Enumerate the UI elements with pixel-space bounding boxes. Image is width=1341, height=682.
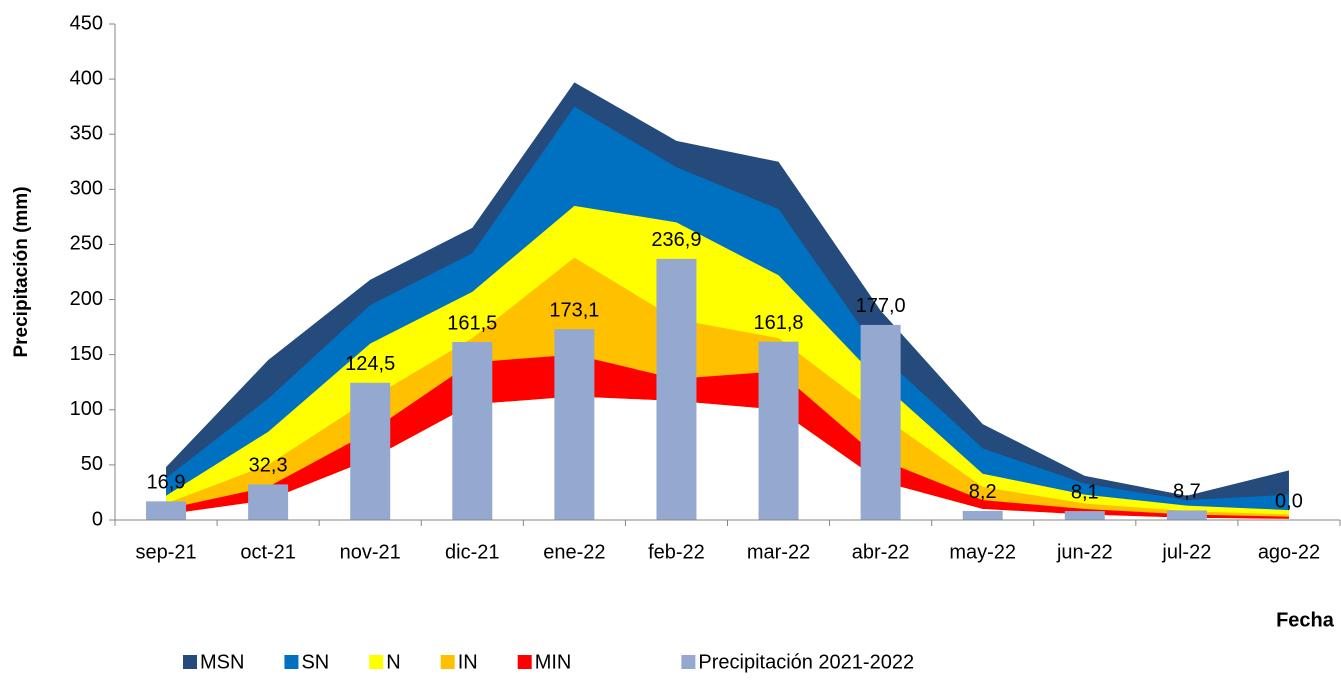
x-tick-label: jul-22 <box>1161 541 1211 563</box>
bar <box>350 382 391 520</box>
x-tick-label: oct-21 <box>240 541 296 563</box>
area-base <box>166 396 1289 520</box>
x-tick-label: feb-22 <box>648 541 705 563</box>
legend-label: Precipitación 2021-2022 <box>698 651 914 673</box>
x-tick-label: may-22 <box>949 541 1016 563</box>
y-tick-label: 300 <box>70 178 103 200</box>
legend-swatch <box>369 655 384 669</box>
area <box>166 354 1289 519</box>
x-tick-label: dic-21 <box>445 541 499 563</box>
bar <box>554 329 595 520</box>
data-label: 16,9 <box>147 472 186 494</box>
legend-swatch <box>183 655 197 669</box>
bar <box>962 510 1003 520</box>
data-label: 177,0 <box>856 295 906 317</box>
legend-swatch <box>284 655 299 669</box>
bar <box>452 341 493 520</box>
data-label: 173,1 <box>549 299 599 321</box>
legend-label: IN <box>458 651 478 673</box>
bar <box>1064 511 1105 520</box>
legend-label: N <box>386 651 400 673</box>
y-tick-label: 50 <box>81 453 103 475</box>
y-tick-label: 100 <box>70 398 103 420</box>
legend-label: MIN <box>535 651 572 673</box>
data-label: 8,7 <box>1173 481 1201 503</box>
x-tick-label: nov-21 <box>340 541 401 563</box>
y-axis-title: Precipitación (mm) <box>11 186 32 357</box>
data-label: 32,3 <box>249 455 288 477</box>
y-tick-label: 150 <box>70 343 103 365</box>
bar <box>656 258 697 520</box>
bar <box>860 324 901 520</box>
data-label: 8,2 <box>969 481 997 503</box>
legend-swatch <box>440 655 455 669</box>
x-tick-label: ago-22 <box>1258 541 1320 563</box>
data-label: 161,5 <box>447 312 497 334</box>
data-label: 0,0 <box>1275 490 1303 512</box>
bar <box>248 484 289 520</box>
y-tick-label: 0 <box>92 508 103 530</box>
x-axis-title: Fecha <box>1276 609 1335 631</box>
x-tick-label: ene-22 <box>543 541 605 563</box>
bar <box>1166 510 1207 520</box>
legend-label: SN <box>301 651 329 673</box>
data-label: 8,1 <box>1071 481 1099 503</box>
y-tick-label: 250 <box>70 233 103 255</box>
data-label: 124,5 <box>345 353 395 375</box>
y-tick-label: 450 <box>70 12 103 34</box>
legend-swatch <box>681 655 696 669</box>
x-tick-label: abr-22 <box>852 541 910 563</box>
y-tick-label: 200 <box>70 288 103 310</box>
x-tick-label: mar-22 <box>747 541 810 563</box>
data-label: 161,8 <box>754 312 804 334</box>
legend-swatch <box>517 655 532 669</box>
y-tick-label: 400 <box>70 67 103 89</box>
x-tick-label: jun-22 <box>1056 541 1113 563</box>
y-tick-label: 350 <box>70 123 103 145</box>
bar <box>758 341 799 520</box>
data-label: 236,9 <box>651 229 701 251</box>
x-tick-label: sep-21 <box>135 541 196 563</box>
legend-label: MSN <box>200 651 244 673</box>
bar <box>146 501 187 520</box>
